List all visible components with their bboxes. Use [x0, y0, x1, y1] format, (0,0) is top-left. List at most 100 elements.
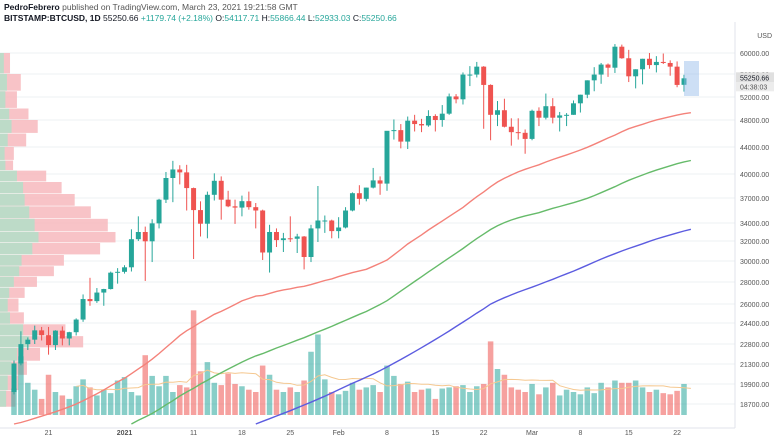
- volume-bar: [135, 395, 142, 415]
- price-tag-bg: [736, 72, 774, 83]
- close-label: C:: [352, 13, 362, 23]
- candle: [108, 271, 114, 290]
- candle-body: [501, 110, 507, 127]
- candle: [39, 326, 45, 341]
- candle: [315, 186, 321, 242]
- candle: [619, 44, 625, 59]
- candle: [660, 53, 666, 65]
- candle-body: [633, 69, 639, 77]
- open-value: 54117.71: [224, 13, 260, 23]
- moving-average-lines: [13, 112, 692, 425]
- candle-body: [564, 114, 570, 116]
- volume-bar: [225, 373, 231, 415]
- volume-bar: [294, 392, 300, 415]
- candle: [515, 118, 521, 140]
- candle-body: [308, 228, 314, 257]
- y-tick-label: 34000.00: [740, 221, 769, 228]
- volume-bar: [107, 393, 114, 415]
- x-tick-label: 25: [286, 430, 294, 437]
- volume-bars: [11, 310, 691, 415]
- volume-bar: [163, 375, 169, 415]
- candle-body: [267, 232, 273, 253]
- candle-body: [232, 206, 238, 208]
- candle-body: [460, 74, 466, 100]
- candle-body: [301, 236, 307, 257]
- volume-bar: [467, 392, 473, 415]
- volume-bar: [543, 387, 549, 415]
- candle-body: [570, 103, 576, 115]
- volume-bar: [183, 387, 190, 415]
- candle-body: [605, 64, 611, 68]
- candle-body: [66, 332, 72, 339]
- profile-bar-up: [0, 160, 6, 171]
- candle: [149, 219, 155, 263]
- y-tick-label: 37000.00: [740, 196, 769, 203]
- profile-bar-up: [0, 312, 11, 324]
- candle-body: [508, 126, 514, 133]
- volume-bar: [94, 395, 100, 415]
- x-tick-label: 2021: [117, 430, 133, 437]
- candle: [94, 288, 100, 303]
- candle-body: [488, 84, 494, 115]
- profile-bar-up: [0, 243, 33, 255]
- y-axis: USD60000.0056000.0052000.0048000.0044000…: [734, 22, 774, 428]
- volume-bar: [377, 392, 383, 415]
- profile-bar-up: [0, 324, 24, 336]
- volume-bar: [197, 371, 204, 415]
- candle: [633, 69, 639, 89]
- profile-bar-down: [0, 182, 62, 194]
- profile-bar-up: [0, 206, 30, 219]
- volume-bar: [384, 365, 390, 415]
- candle: [419, 118, 425, 133]
- profile-bar-up: [0, 375, 8, 391]
- candle-body: [681, 78, 687, 85]
- grid-lines: [0, 52, 735, 405]
- candle: [488, 84, 494, 141]
- profile-bar-down: [0, 266, 54, 277]
- candle-body: [184, 172, 190, 189]
- candlesticks[interactable]: [11, 44, 687, 395]
- candle: [52, 330, 58, 350]
- candle: [598, 62, 604, 84]
- candle-body: [550, 106, 556, 118]
- volume-bar: [266, 374, 273, 415]
- x-tick-label: 22: [673, 430, 681, 437]
- candle: [398, 124, 404, 149]
- candle: [135, 216, 141, 241]
- candle-body: [439, 113, 445, 120]
- y-tick-label: 40000.00: [740, 172, 769, 179]
- volume-bar: [87, 387, 93, 415]
- candle-body: [536, 110, 542, 118]
- volume-bar: [273, 389, 280, 415]
- candle-body: [391, 130, 397, 132]
- candle-body: [218, 180, 224, 200]
- candle: [287, 216, 293, 242]
- volume-bar: [660, 393, 667, 415]
- volume-profile: [0, 53, 116, 407]
- candle-body: [287, 238, 293, 240]
- candle-body: [101, 289, 107, 293]
- candle-body: [32, 330, 38, 340]
- candle: [294, 233, 300, 253]
- candle-body: [653, 61, 659, 66]
- candle-body: [384, 130, 390, 184]
- candle: [529, 109, 535, 141]
- candle: [101, 288, 107, 306]
- volume-bar: [315, 334, 321, 415]
- volume-bar: [239, 386, 245, 415]
- profile-bar-up: [0, 266, 20, 277]
- candle-body: [322, 220, 328, 222]
- profile-bar-up: [0, 298, 8, 312]
- candle-body: [612, 46, 618, 68]
- candle: [170, 160, 176, 203]
- candle: [495, 101, 500, 127]
- candle: [557, 111, 563, 132]
- candle: [204, 191, 210, 239]
- candle-body: [591, 74, 597, 81]
- volume-bar: [591, 393, 597, 415]
- y-tick-label: 30000.00: [740, 259, 769, 266]
- candle: [481, 66, 487, 129]
- profile-bar-down: [0, 287, 25, 298]
- ma-line-mid: [131, 159, 692, 425]
